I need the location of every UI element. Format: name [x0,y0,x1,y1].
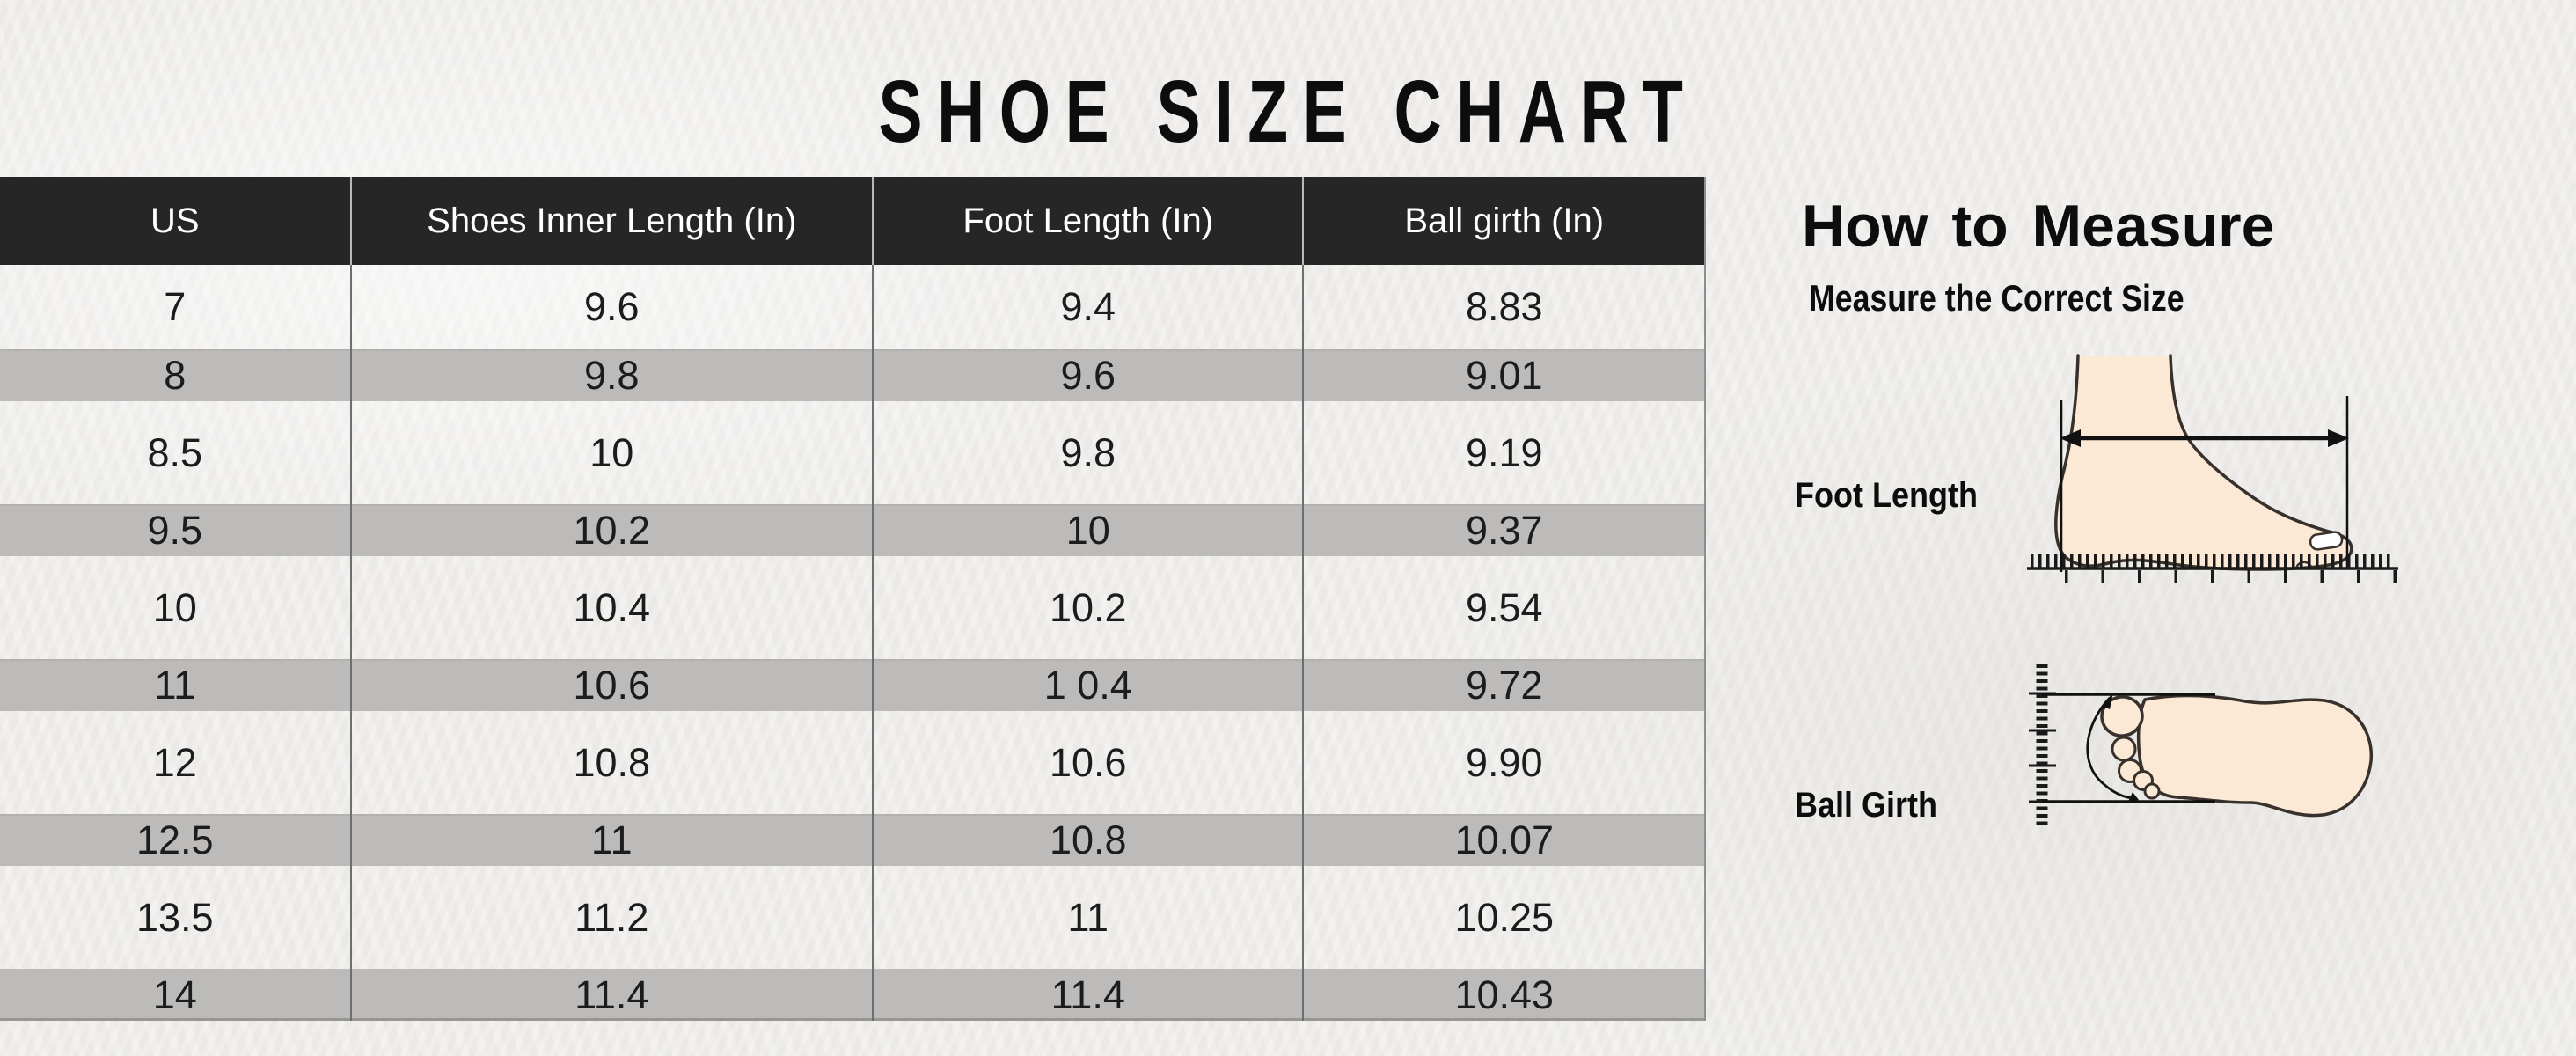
table-cell: 9.54 [1465,584,1543,630]
table-cell: 10.4 [352,556,874,659]
table-cell: 10 [874,504,1305,556]
ball-girth-illustration [2029,664,2374,827]
table-cell: 9.19 [1465,429,1543,475]
table-row: 7 9.6 9.4 8.83 [0,265,1704,349]
table-cell: 13.5 [0,866,352,969]
size-table: US Shoes Inner Length (In) Foot Length (… [0,177,1706,1021]
table-cell: 14 [0,969,352,1021]
foot-length-illustration [2027,354,2398,583]
table-row: 10 10.4 10.2 9.54 [0,556,1704,659]
table-row: 9.5 10.2 10 9.37 [0,504,1704,556]
table-cell: 10.07 [1454,817,1555,862]
table-row: 8.5 10 9.8 9.19 [0,401,1704,504]
table-cell: 8.5 [0,401,352,504]
table-cell: 10.2 [874,556,1305,659]
big-toe [2100,695,2144,737]
table-cell: 7 [0,265,352,349]
column-header-us: US [0,177,352,265]
table-cell: 9.01 [1465,352,1543,398]
column-header-inner-length: Shoes Inner Length (In) [352,177,874,265]
table-cell: 10.8 [352,711,874,814]
table-cell: 10.43 [1454,972,1555,1017]
table-cell: 12.5 [0,814,352,866]
table-header-row: US Shoes Inner Length (In) Foot Length (… [0,177,1704,265]
table-row: 11 10.6 1 0.4 9.72 [0,659,1704,711]
table-body: 7 9.6 9.4 8.83 8 9.8 9.6 9.01 8.5 10 9.8… [0,265,1704,1021]
table-cell: 11.4 [352,969,874,1021]
table-cell: 10 [352,401,874,504]
table-cell: 10.6 [874,711,1305,814]
arrow-head-right [2328,429,2349,447]
foot-side-fill [2055,356,2352,569]
table-cell: 8.83 [1465,284,1543,329]
table-row: 13.5 11.2 11 10.25 [0,866,1704,969]
table-cell: 11.2 [352,866,874,969]
table-row: 12.5 11 10.8 10.07 [0,814,1704,866]
table-cell: 9.6 [352,265,874,349]
table-cell: 10 [0,556,352,659]
girth-measure-curve [2086,697,2133,800]
sole-outline [2136,693,2374,818]
table-cell: 8 [0,349,352,401]
toenail [2309,531,2344,551]
foot-length-label: Foot Length [1795,476,1978,515]
curve-arrow-top [2102,693,2113,709]
arrow-head-left [2060,429,2081,447]
table-cell: 12 [0,711,352,814]
table-cell: 11 [874,866,1305,969]
column-header-ball-girth: Ball girth (In) [1404,201,1605,240]
measure-correct-size-subheading: Measure the Correct Size [1809,277,2184,319]
table-cell: 9.8 [352,349,874,401]
table-cell: 9.72 [1465,662,1543,708]
table-cell: 10.6 [352,659,874,711]
table-cell: 9.6 [874,349,1305,401]
table-cell: 9.8 [874,401,1305,504]
table-cell: 10.8 [874,814,1305,866]
table-cell: 11.4 [874,969,1305,1021]
ball-girth-label: Ball Girth [1795,786,1938,825]
table-cell: 9.90 [1465,739,1543,785]
curve-arrow-bottom [2127,792,2139,803]
table-row: 8 9.8 9.6 9.01 [0,349,1704,401]
how-to-measure-heading: How to Measure [1802,193,2275,260]
table-cell: 9.5 [0,504,352,556]
table-cell: 11 [0,659,352,711]
table-cell: 10.25 [1454,894,1555,940]
table-row: 12 10.8 10.6 9.90 [0,711,1704,814]
toe-2 [2111,736,2137,762]
toe-5 [2143,782,2161,800]
table-cell: 11 [352,814,874,866]
table-cell: 9.4 [874,265,1305,349]
column-header-foot-length: Foot Length (In) [874,177,1305,265]
table-cell: 1 0.4 [874,659,1305,711]
table-row: 14 11.4 11.4 10.43 [0,969,1704,1021]
table-cell: 10.2 [352,504,874,556]
table-cell: 9.37 [1465,507,1543,553]
page-title: SHOE SIZE CHART [878,62,1698,161]
